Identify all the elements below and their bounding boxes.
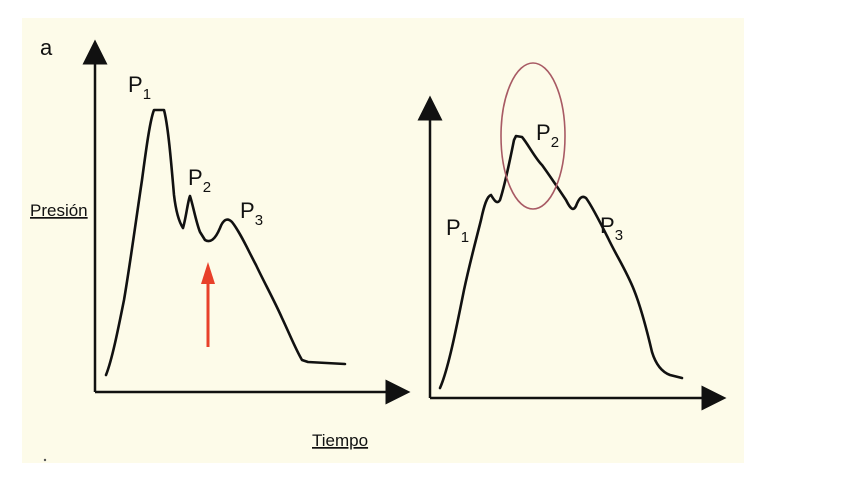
figure-letter: a xyxy=(40,35,53,60)
right-peak-label-p1: P1 xyxy=(446,215,469,246)
right-peak-label-p2: P2 xyxy=(536,120,559,151)
red-arrow xyxy=(201,262,215,347)
right-pressure-curve xyxy=(438,134,684,390)
right-panel: P1 P2 P3 xyxy=(417,62,727,411)
left-peak-label-p3: P3 xyxy=(240,198,263,229)
highlight-circle xyxy=(500,62,566,210)
stray-dot xyxy=(43,458,47,462)
right-peak-label-p3: P3 xyxy=(600,213,623,244)
axis-x-label: Tiempo xyxy=(312,431,368,450)
left-peak-label-p2: P2 xyxy=(188,165,211,196)
left-pressure-curve xyxy=(104,108,347,377)
panel-background xyxy=(22,18,744,463)
left-peak-label-p1: P1 xyxy=(128,72,151,103)
left-panel: P1 P2 P3 Presión Tiempo xyxy=(30,39,411,450)
axis-y-label: Presión xyxy=(30,201,88,220)
